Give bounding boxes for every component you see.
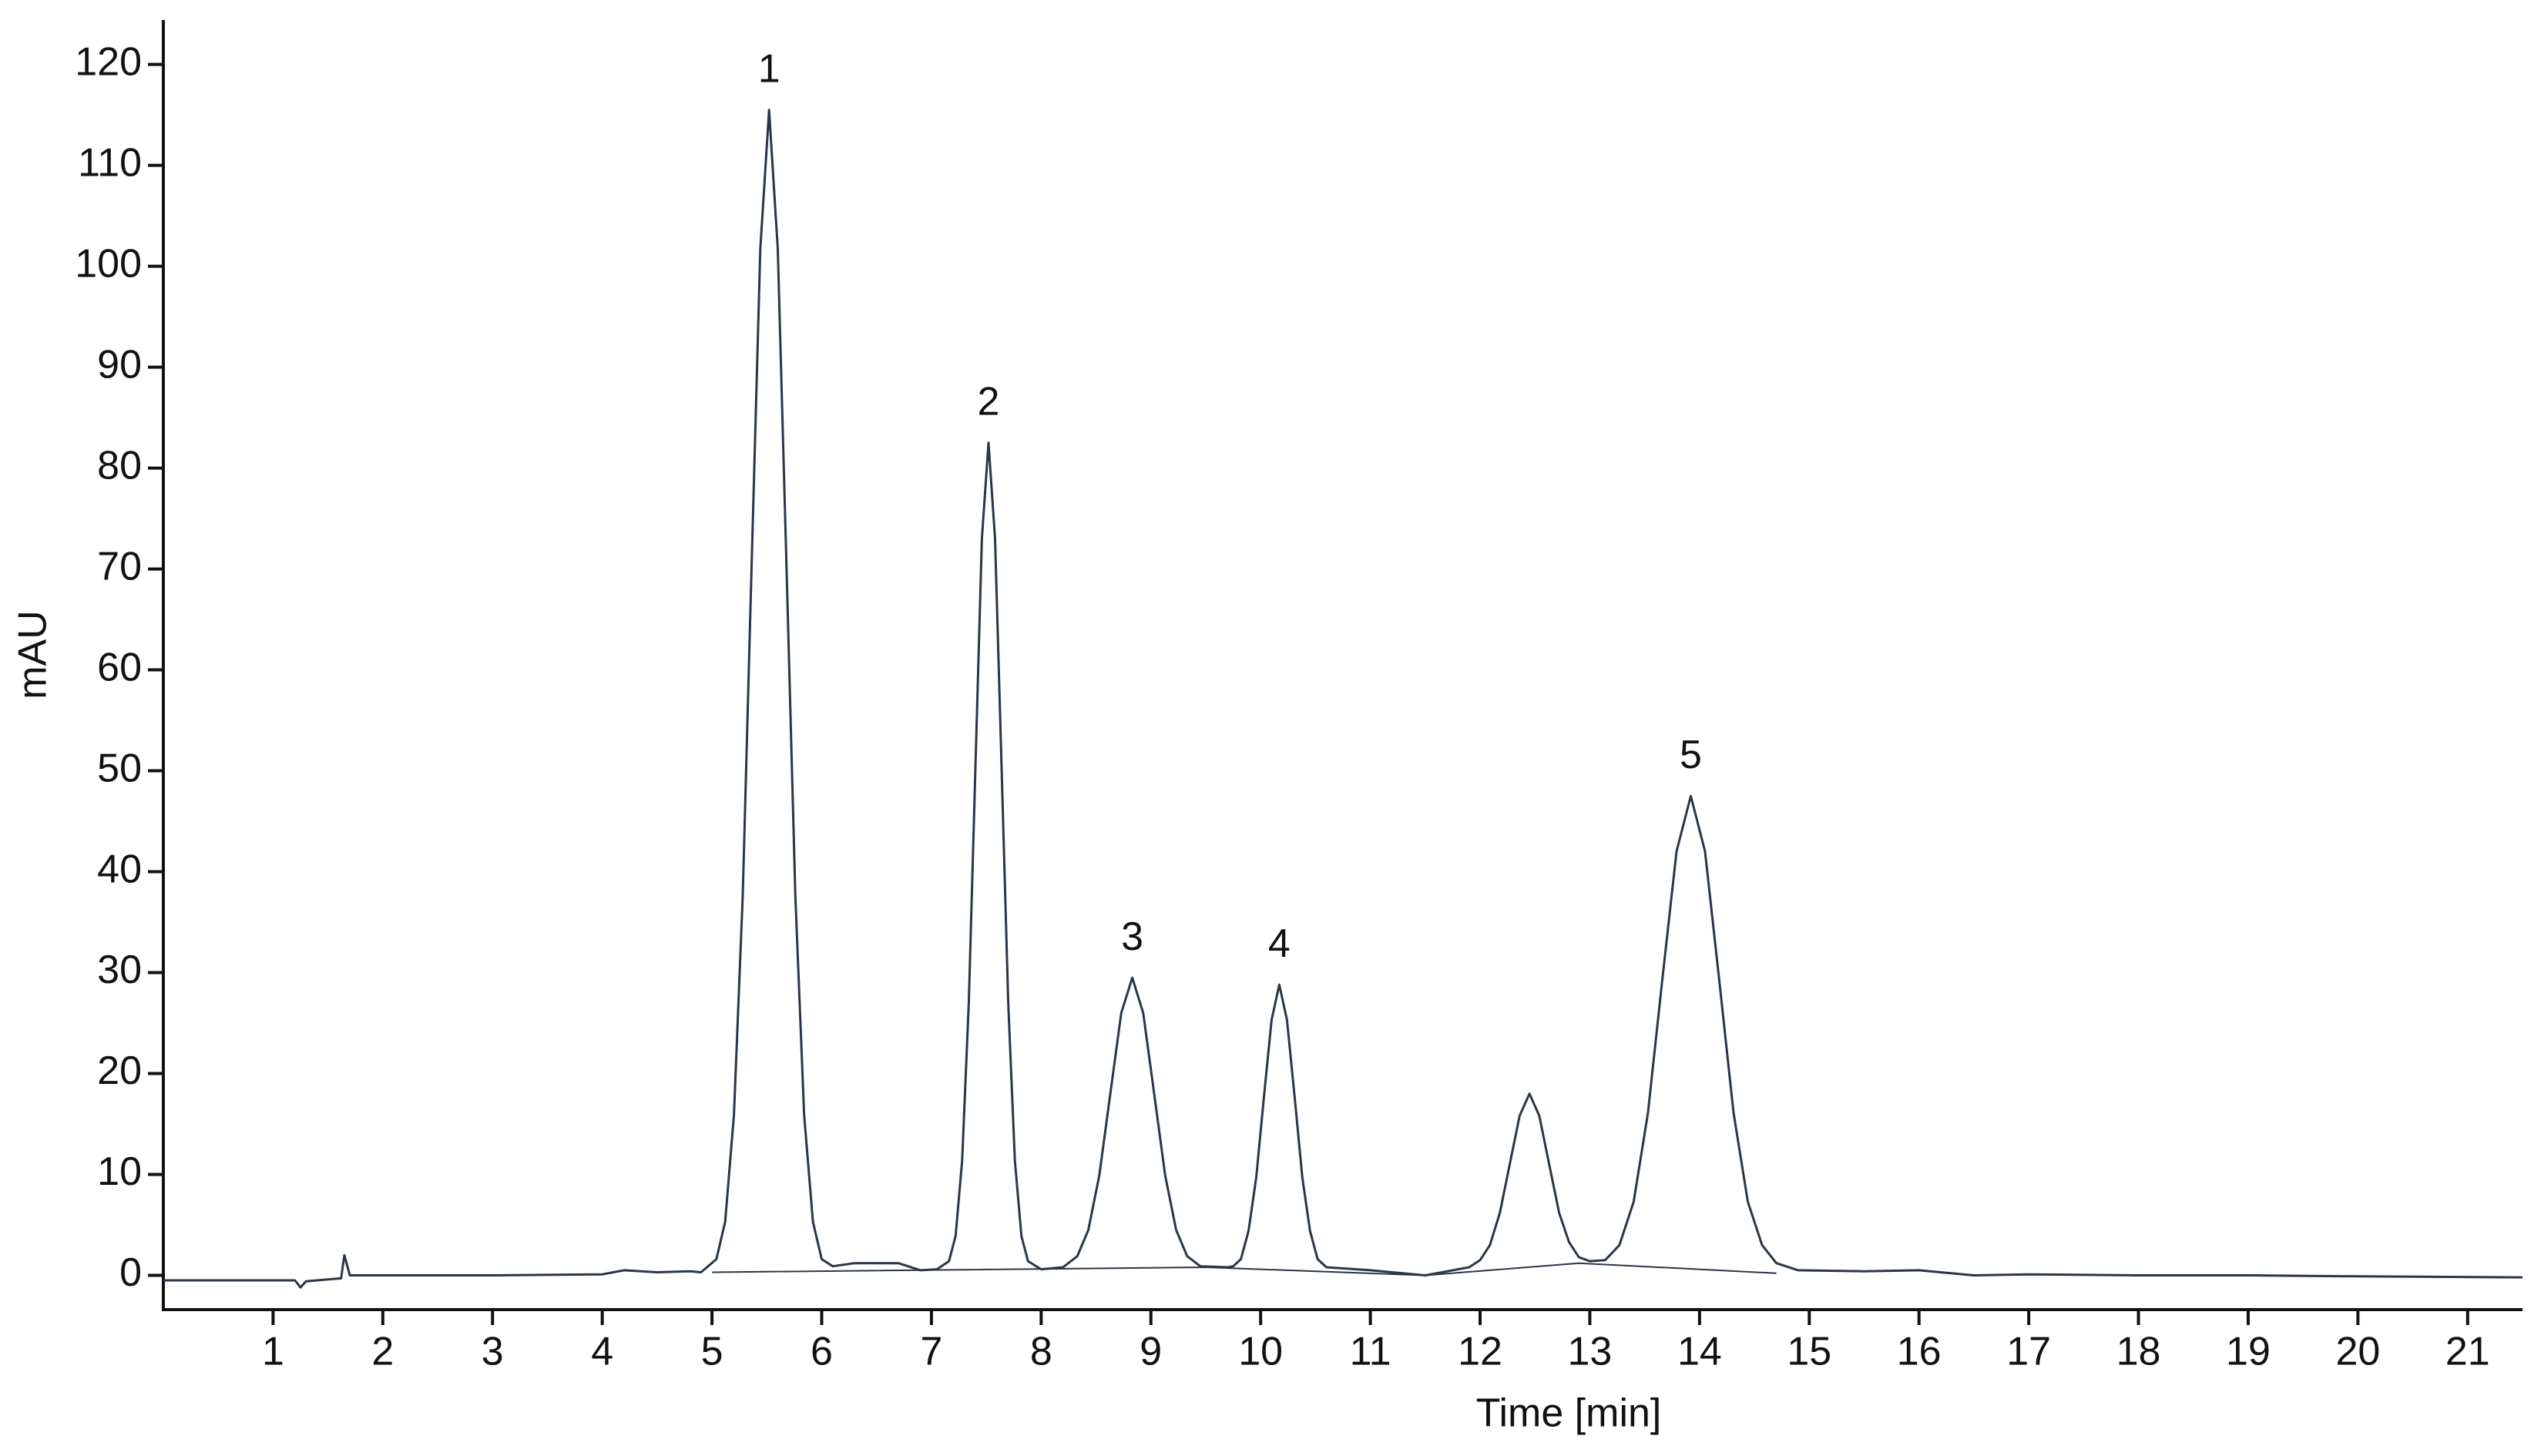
y-tick-label: 110 [78, 140, 142, 185]
peak-label: 4 [1268, 921, 1291, 966]
y-tick-label: 60 [97, 645, 142, 689]
y-tick-label: 120 [75, 39, 142, 84]
x-tick-label: 18 [2116, 1330, 2161, 1374]
peak-label: 2 [978, 380, 1000, 424]
x-tick-label: 12 [1458, 1330, 1502, 1374]
x-tick-label: 4 [591, 1330, 613, 1374]
y-tick-label: 0 [119, 1250, 142, 1295]
x-tick-label: 8 [1030, 1330, 1052, 1374]
y-tick-label: 70 [97, 544, 142, 589]
y-tick-label: 80 [97, 443, 142, 488]
x-tick-label: 15 [1787, 1330, 1831, 1374]
y-tick-label: 10 [97, 1149, 142, 1194]
peak-label: 1 [758, 46, 780, 91]
chromatogram-line [163, 109, 2523, 1289]
x-tick-label: 2 [371, 1330, 394, 1374]
x-tick-label: 19 [2226, 1330, 2271, 1374]
x-tick-label: 7 [920, 1330, 942, 1374]
y-tick-label: 50 [97, 746, 142, 790]
x-tick-label: 3 [482, 1330, 504, 1374]
x-tick-label: 16 [1897, 1330, 1942, 1374]
axis-frame [162, 20, 2523, 1311]
x-tick-label: 9 [1140, 1330, 1162, 1374]
x-tick-label: 10 [1238, 1330, 1283, 1374]
baseline [712, 1262, 1777, 1277]
x-tick-label: 20 [2335, 1330, 2380, 1374]
x-tick-label: 11 [1350, 1330, 1391, 1374]
y-tick-label: 90 [97, 342, 142, 387]
x-tick-label: 5 [701, 1330, 723, 1374]
y-axis-title: mAU [11, 610, 55, 699]
peak-label: 5 [1680, 733, 1702, 777]
x-tick-label: 17 [2006, 1330, 2051, 1374]
x-tick-label: 1 [262, 1330, 284, 1374]
y-tick-label: 30 [97, 948, 142, 992]
y-tick-label: 100 [75, 241, 142, 286]
y-tick-label: 40 [97, 847, 142, 891]
x-tick-label: 13 [1568, 1330, 1613, 1374]
x-tick-label: 21 [2445, 1330, 2490, 1374]
x-axis-title: Time [min] [1476, 1391, 1662, 1436]
x-tick-label: 6 [811, 1330, 833, 1374]
peak-label: 3 [1121, 914, 1143, 959]
x-tick-label: 14 [1677, 1330, 1722, 1374]
y-tick-label: 20 [97, 1048, 142, 1093]
